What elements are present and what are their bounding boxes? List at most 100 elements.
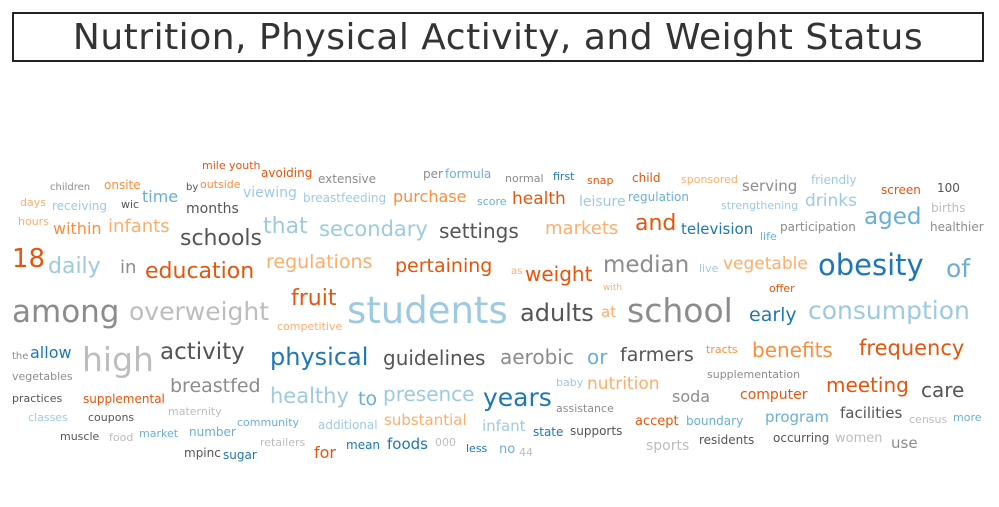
cloud-word-foods: foods [387, 435, 428, 453]
cloud-word-census: census [909, 413, 948, 426]
cloud-word-boundary: boundary [686, 414, 744, 428]
cloud-word-maternity: maternity [168, 405, 222, 418]
cloud-word-time: time [142, 187, 179, 206]
cloud-word-schools: schools [180, 226, 262, 251]
cloud-word-supplemental: supplemental [83, 392, 165, 406]
cloud-word-additional: additional [318, 418, 378, 432]
cloud-word-44: 44 [519, 446, 533, 459]
cloud-word-youth: youth [229, 159, 261, 172]
cloud-word-to: to [358, 388, 378, 410]
cloud-word-and: and [635, 211, 677, 236]
cloud-word-hours: hours [18, 215, 49, 228]
cloud-word-mpinc: mpinc [184, 446, 221, 460]
cloud-word-allow: allow [30, 343, 72, 362]
cloud-word-births: births [931, 201, 966, 215]
cloud-word-days: days [20, 196, 46, 209]
cloud-word-secondary: secondary [319, 217, 428, 241]
cloud-word-as: as [511, 266, 523, 277]
cloud-word-activity: activity [160, 339, 245, 365]
cloud-word-presence: presence [383, 382, 475, 406]
cloud-word-participation: participation [780, 220, 856, 234]
cloud-word-early: early [749, 304, 797, 326]
cloud-word-normal: normal [505, 172, 544, 185]
cloud-word-18: 18 [12, 244, 46, 274]
cloud-word-the: the [12, 351, 29, 362]
cloud-word-child: child [632, 171, 661, 185]
cloud-word-market: market [139, 427, 179, 440]
cloud-word-screen: screen [881, 183, 921, 197]
cloud-word-breastfeeding: breastfeeding [303, 191, 387, 205]
cloud-word-wic: wic [121, 198, 140, 211]
cloud-word-no: no [499, 442, 516, 457]
cloud-word-100: 100 [937, 181, 960, 195]
title-box: Nutrition, Physical Activity, and Weight… [12, 12, 984, 62]
cloud-word-retailers: retailers [260, 436, 306, 449]
cloud-word-avoiding: avoiding [261, 166, 313, 180]
cloud-word-frequency: frequency [859, 336, 965, 360]
cloud-word-sponsored: sponsored [681, 173, 738, 186]
cloud-word-drinks: drinks [805, 191, 857, 211]
cloud-word-score: score [477, 195, 507, 208]
cloud-word-for: for [314, 443, 336, 462]
cloud-word-or: or [587, 345, 608, 369]
cloud-word-physical: physical [270, 343, 369, 371]
cloud-word-live: live [699, 262, 719, 275]
cloud-word-nutrition: nutrition [587, 374, 660, 394]
cloud-word-regulations: regulations [266, 251, 373, 273]
cloud-word-soda: soda [672, 387, 711, 406]
cloud-word-aged: aged [864, 204, 922, 230]
cloud-word-infants: infants [108, 216, 170, 237]
cloud-word-sugar: sugar [223, 448, 257, 462]
cloud-word-vegetables: vegetables [12, 370, 73, 383]
cloud-word-purchase: purchase [393, 187, 467, 206]
cloud-word-among: among [12, 294, 120, 330]
cloud-word-less: less [466, 442, 488, 455]
cloud-word-obesity: obesity [818, 248, 924, 282]
cloud-word-high: high [82, 340, 154, 379]
cloud-word-healthy: healthy [270, 384, 349, 408]
cloud-word-in: in [120, 257, 137, 278]
cloud-word-mile: mile [202, 159, 226, 172]
cloud-word-healthier: healthier [930, 220, 984, 234]
cloud-word-with: with [603, 283, 623, 293]
cloud-word-consumption: consumption [808, 296, 970, 325]
cloud-word-sports: sports [646, 438, 690, 454]
cloud-word-substantial: substantial [384, 411, 467, 429]
cloud-word-formula: formula [445, 167, 492, 181]
cloud-word-breastfed: breastfed [170, 375, 261, 397]
cloud-word-first: first [553, 170, 575, 183]
cloud-word-meeting: meeting [826, 373, 909, 397]
cloud-word-residents: residents [699, 433, 755, 447]
cloud-word-extensive: extensive [318, 172, 377, 186]
cloud-word-at: at [601, 303, 617, 321]
cloud-word-that: that [263, 214, 308, 239]
cloud-word-daily: daily [48, 254, 101, 279]
cloud-word-vegetable: vegetable [723, 254, 808, 274]
cloud-word-outside: outside [200, 178, 241, 191]
cloud-word-strengthening: strengthening [721, 199, 799, 212]
cloud-word-tracts: tracts [706, 343, 738, 356]
cloud-word-months: months [186, 201, 239, 217]
cloud-word-weight: weight [525, 262, 593, 286]
cloud-word-care: care [921, 378, 965, 402]
cloud-word-overweight: overweight [129, 297, 270, 326]
cloud-word-life: life [760, 230, 777, 243]
cloud-word-regulation: regulation [628, 190, 689, 204]
cloud-word-serving: serving [742, 177, 798, 195]
cloud-word-children: children [50, 182, 91, 193]
cloud-word-facilities: facilities [840, 404, 903, 422]
cloud-word-education: education [145, 259, 255, 284]
cloud-word-within: within [53, 219, 102, 238]
cloud-word-per: per [423, 167, 443, 181]
cloud-word-assistance: assistance [556, 402, 614, 415]
cloud-word-accept: accept [635, 414, 679, 429]
cloud-word-infant: infant [482, 417, 526, 435]
cloud-word-supplementation: supplementation [707, 368, 801, 381]
cloud-word-000: 000 [435, 436, 456, 449]
cloud-word-guidelines: guidelines [383, 346, 486, 370]
cloud-word-viewing: viewing [243, 185, 297, 201]
cloud-word-classes: classes [28, 411, 68, 424]
cloud-word-adults: adults [520, 299, 594, 327]
cloud-word-competitive: competitive [277, 320, 343, 333]
